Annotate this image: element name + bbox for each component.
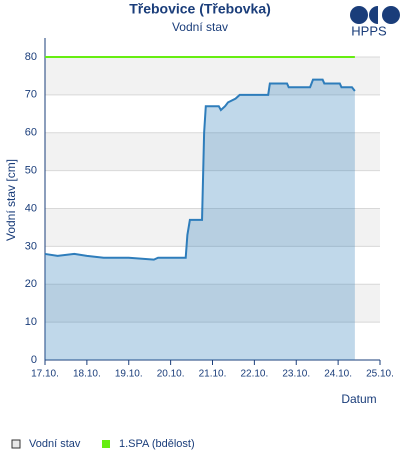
y-tick-label: 40 — [25, 202, 37, 214]
line — [44, 78, 356, 261]
y-axis-label: Vodní stav [cm] — [4, 159, 18, 241]
legend-swatch — [102, 440, 110, 448]
x-tick-label: 23.10. — [282, 369, 310, 380]
y-tick-label: 30 — [25, 240, 37, 252]
logo-icon — [350, 6, 400, 24]
x-axis-label: Datum — [341, 392, 376, 406]
logo-text: HPPS — [351, 23, 387, 38]
y-tick-label: 80 — [25, 51, 37, 63]
y-tick-label: 20 — [25, 278, 37, 290]
x-tick-label: 19.10. — [115, 369, 143, 380]
y-tick-label: 0 — [31, 354, 37, 366]
grid-band — [45, 56, 380, 95]
grid-band — [45, 132, 380, 171]
x-tick-label: 18.10. — [73, 369, 101, 380]
x-tick-label: 25.10. — [366, 369, 394, 380]
x-tick-label: 22.10. — [240, 369, 268, 380]
legend-label: Vodní stav — [29, 438, 81, 450]
y-tick-label: 50 — [25, 164, 37, 176]
grid-band — [45, 284, 380, 323]
x-tick-label: 21.10. — [199, 369, 227, 380]
y-tick-label: 70 — [25, 89, 37, 101]
y-tick-label: 60 — [25, 127, 37, 139]
legend-swatch — [11, 439, 21, 449]
x-tick-label: 24.10. — [324, 369, 352, 380]
grid-band — [45, 208, 380, 247]
chart-title: Třebovice (Třebovka) — [129, 1, 271, 17]
x-tick-label: 20.10. — [157, 369, 185, 380]
y-tick-label: 10 — [25, 316, 37, 328]
x-tick-label: 17.10. — [31, 369, 59, 380]
chart-subtitle: Vodní stav — [172, 20, 228, 34]
legend-label: 1.SPA (bdělost) — [119, 438, 195, 450]
